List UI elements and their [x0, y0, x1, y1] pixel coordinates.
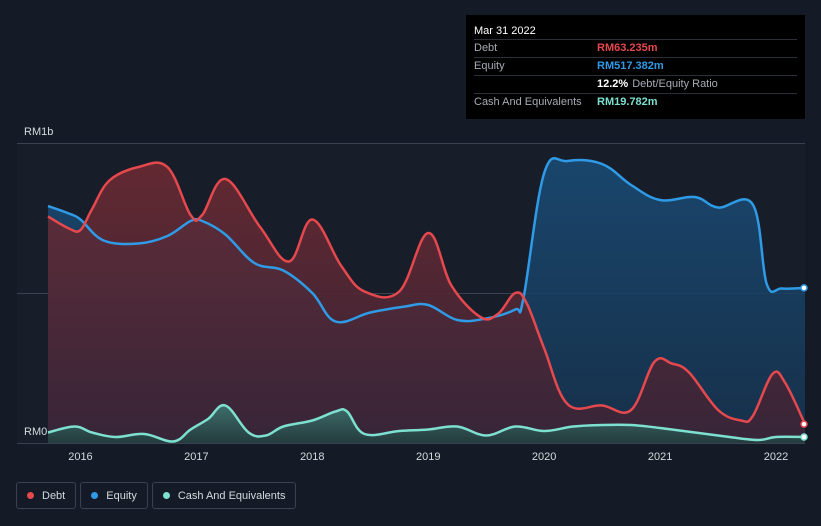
tooltip-row-ratio: 12.2% Debt/Equity Ratio	[474, 75, 797, 93]
legend-dot-icon	[162, 492, 170, 499]
cash-end-point[interactable]	[800, 433, 808, 441]
tooltip-label	[474, 76, 597, 93]
legend-item-debt[interactable]: Debt	[16, 482, 77, 509]
legend-label: Debt	[42, 489, 66, 502]
tooltip-row-debt: Debt RM63.235m	[474, 39, 797, 57]
tooltip-panel: Mar 31 2022 Debt RM63.235m Equity RM517.…	[466, 15, 805, 119]
tooltip-value: RM19.782m	[597, 96, 658, 108]
tooltip-ratio-label: Debt/Equity Ratio	[632, 78, 718, 90]
legend: Debt Equity Cash And Equivalents	[16, 482, 297, 509]
x-tick-label: 2020	[532, 451, 556, 463]
x-tick-label: 2016	[68, 451, 92, 463]
tooltip-label: Equity	[474, 60, 505, 72]
tooltip-value: 12.2%	[597, 78, 629, 90]
tooltip-value: RM63.235m	[597, 42, 658, 54]
legend-dot-icon	[27, 492, 34, 499]
legend-item-cash[interactable]: Cash And Equivalents	[151, 482, 297, 509]
tooltip-date: Mar 31 2022	[474, 25, 536, 37]
equity-end-point[interactable]	[800, 284, 808, 292]
tooltip-row-cash: Cash And Equivalents RM19.782m	[474, 93, 797, 111]
y-axis-bottom-label: RM0	[24, 426, 47, 438]
legend-label: Equity	[106, 489, 137, 502]
x-tick-label: 2021	[648, 451, 672, 463]
legend-label: Cash And Equivalents	[177, 489, 286, 502]
tooltip-label: Debt	[474, 42, 498, 54]
cash-line	[47, 403, 806, 443]
x-tick-label: 2018	[300, 451, 324, 463]
legend-dot-icon	[91, 492, 99, 499]
debt-end-point[interactable]	[800, 420, 808, 428]
tooltip-row-equity: Equity RM517.382m	[474, 57, 797, 75]
debt-area	[48, 162, 805, 443]
tooltip-label: Cash And Equivalents	[474, 96, 582, 108]
x-tick-label: 2022	[764, 451, 788, 463]
debt-line	[47, 161, 807, 425]
cash-area	[48, 405, 805, 443]
x-tick-label: 2017	[184, 451, 208, 463]
legend-item-equity[interactable]: Equity	[80, 482, 148, 509]
x-tick-label: 2019	[416, 451, 440, 463]
y-axis-top-label: RM1b	[24, 126, 53, 138]
tooltip-value: RM517.382m	[597, 60, 664, 72]
equity-line	[47, 157, 806, 324]
